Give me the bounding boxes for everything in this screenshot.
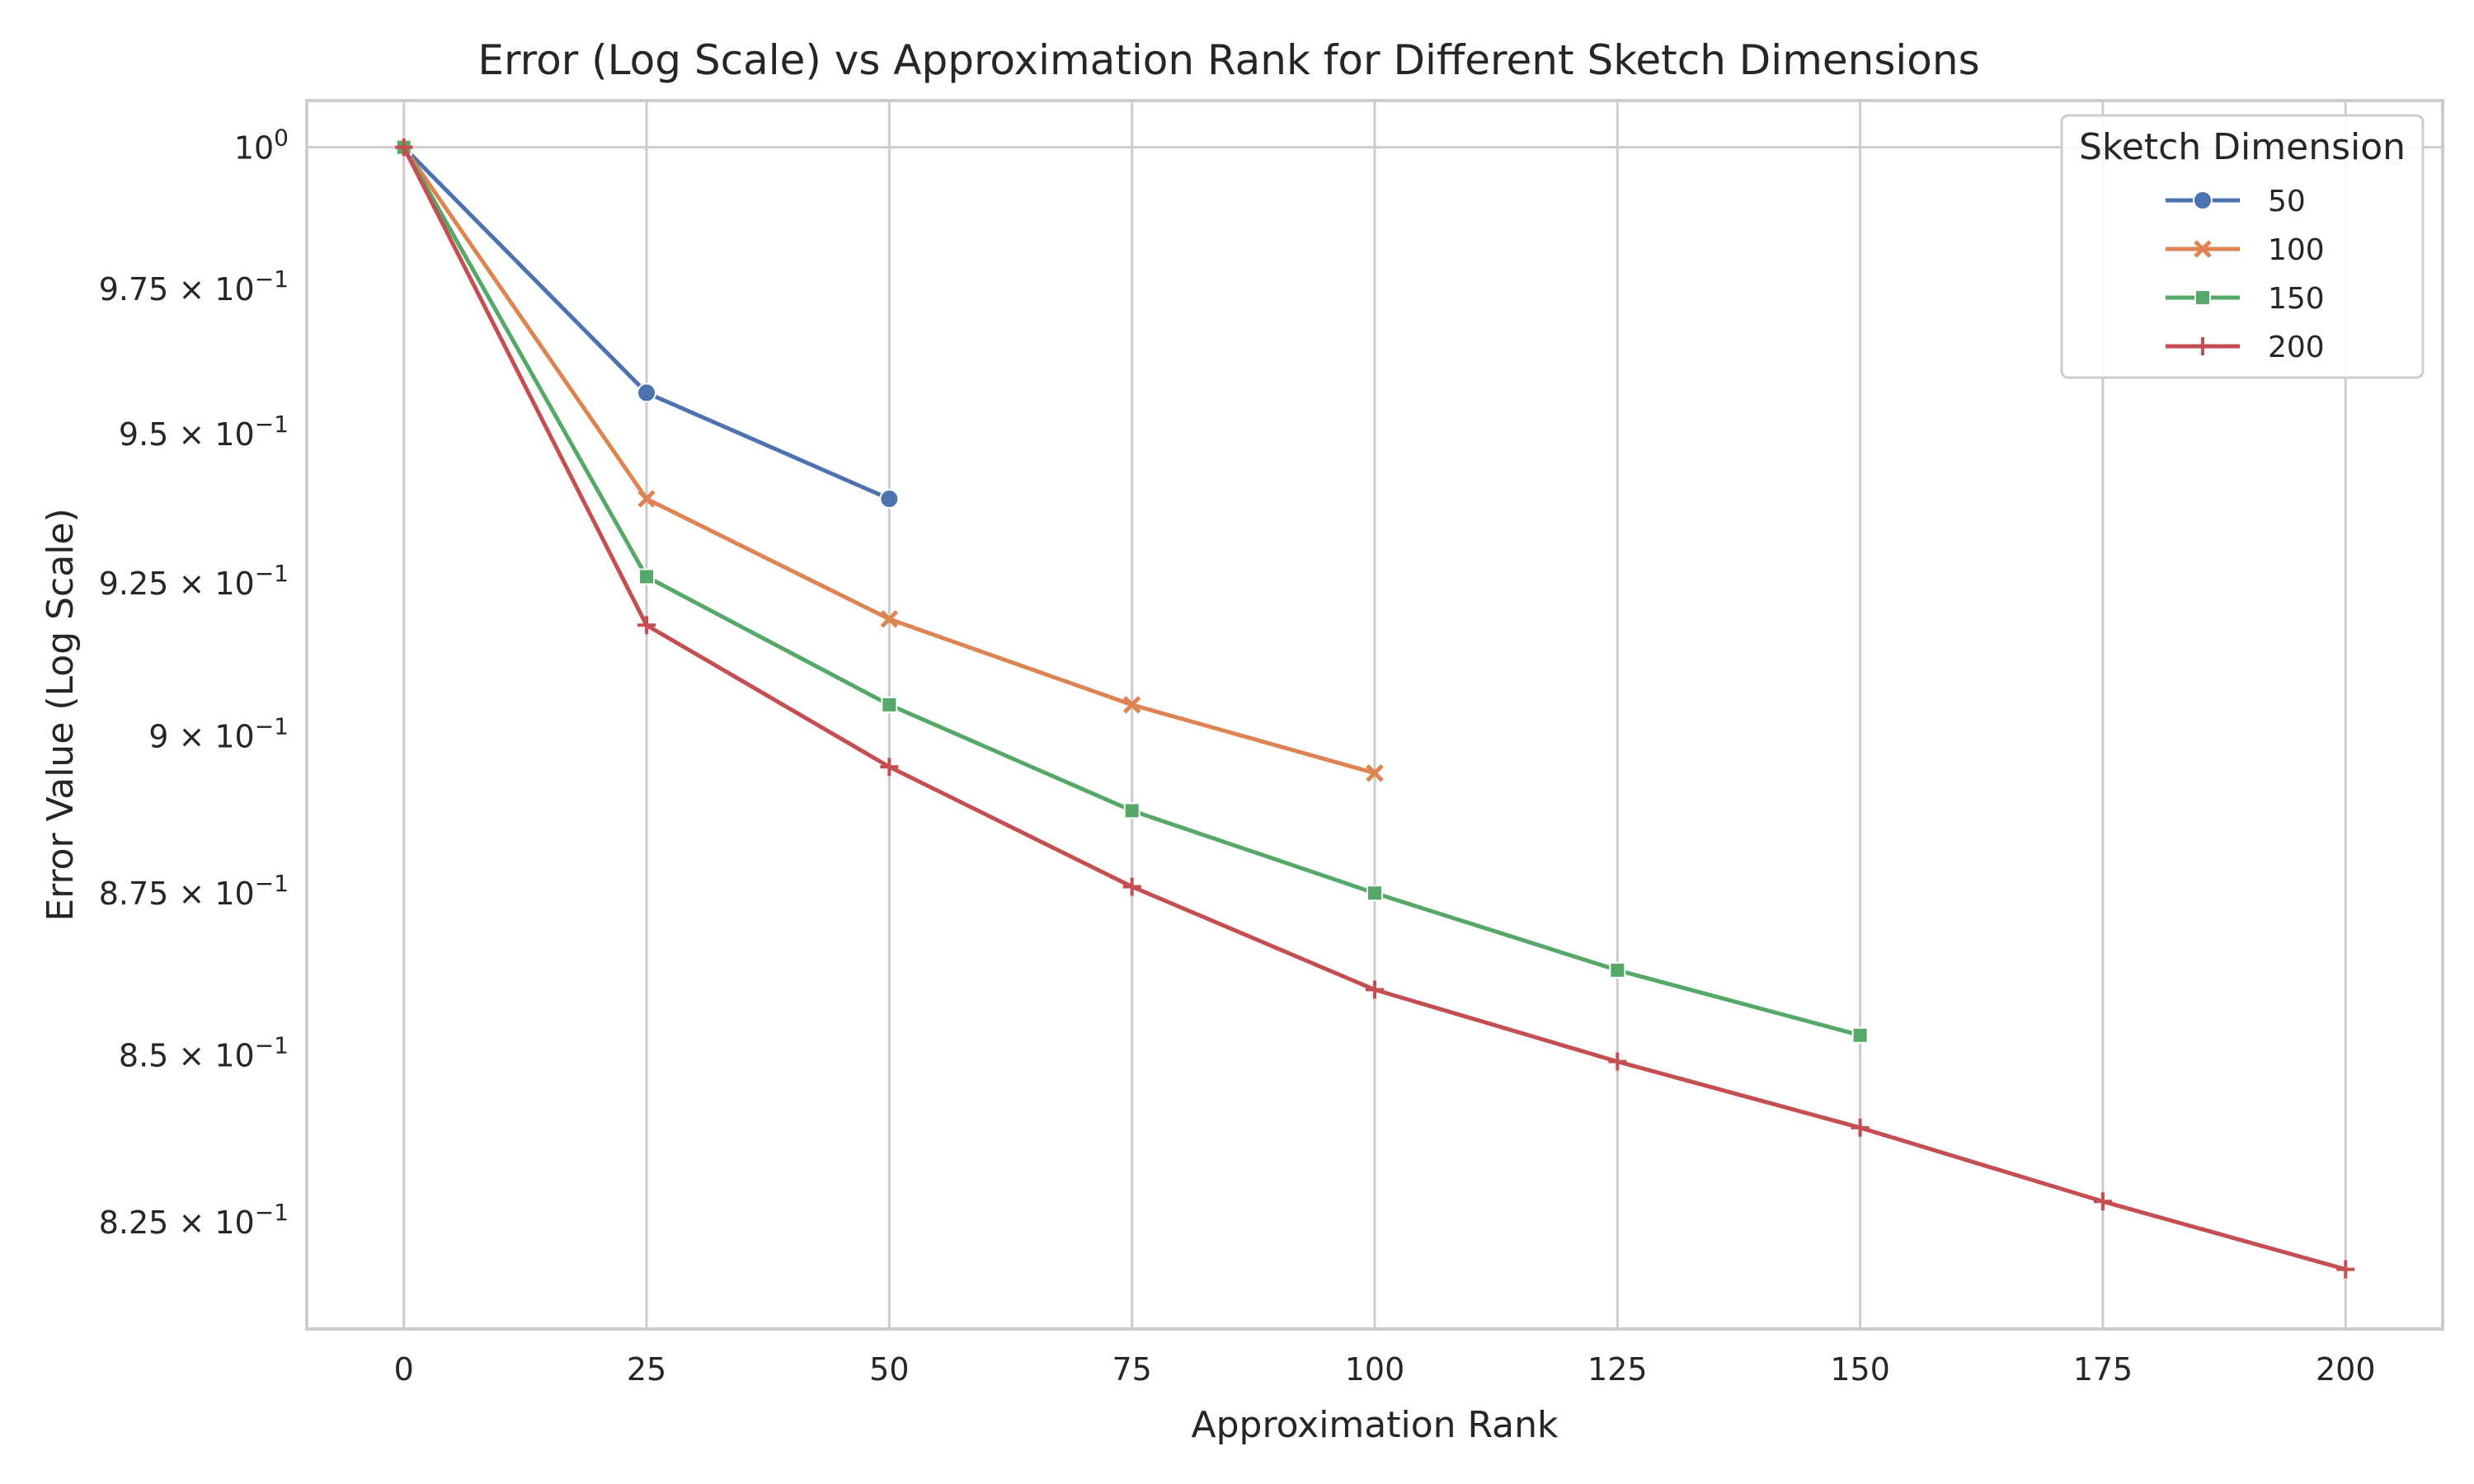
data-point <box>881 696 898 713</box>
y-tick-label: 8.75 × 10−1 <box>99 870 289 912</box>
data-point-stroke <box>1366 763 1384 782</box>
data-point <box>880 610 899 628</box>
legend-marker <box>2193 190 2213 210</box>
y-tick-label: 8.5 × 10−1 <box>119 1032 289 1074</box>
data-point-stroke <box>1122 696 1141 714</box>
data-point <box>1608 1052 1627 1071</box>
plot-frame <box>305 99 2444 1331</box>
x-tick-label: 25 <box>627 1351 666 1388</box>
data-point <box>1851 1118 1870 1137</box>
legend: Sketch Dimension 50 100 150 200 <box>2060 114 2425 379</box>
y-tick-label: 9.5 × 10−1 <box>119 411 289 453</box>
data-point <box>1123 802 1141 819</box>
data-point <box>1851 1026 1869 1044</box>
legend-marker <box>2194 337 2212 355</box>
legend-label: 150 <box>2268 282 2325 316</box>
y-tick-label: 9.25 × 10−1 <box>99 560 289 602</box>
x-tick-label: 175 <box>2073 1351 2133 1388</box>
legend-marker-stroke <box>2194 240 2212 258</box>
x-tick-label: 150 <box>1830 1351 1890 1388</box>
legend-entry-150: 150 <box>2166 282 2325 316</box>
y-axis-label: Error Value (Log Scale) <box>40 508 82 921</box>
x-tick-label: 50 <box>869 1351 909 1388</box>
legend-box <box>2060 114 2425 379</box>
data-point <box>637 490 656 508</box>
legend-label: 50 <box>2268 185 2306 218</box>
x-axis-label: Approximation Rank <box>1192 1404 1559 1446</box>
data-point <box>2093 1192 2112 1211</box>
data-point <box>1609 961 1626 979</box>
data-point-stroke <box>637 490 656 508</box>
data-point <box>638 568 656 585</box>
legend-title: Sketch Dimension <box>2079 126 2406 168</box>
data-point <box>394 138 413 157</box>
data-point <box>1122 877 1141 896</box>
data-point <box>2336 1260 2355 1279</box>
data-point-stroke <box>880 610 899 628</box>
y-tick-label: 100 <box>234 124 289 167</box>
data-point <box>1122 696 1141 714</box>
x-tick-label: 0 <box>394 1351 414 1388</box>
x-tick-label: 125 <box>1587 1351 1648 1388</box>
legend-label: 100 <box>2268 233 2325 267</box>
legend-entry-100: 100 <box>2166 233 2325 267</box>
series-layer <box>393 137 2355 1279</box>
x-tick-label: 200 <box>2316 1351 2376 1388</box>
legend-entry-50: 50 <box>2166 185 2306 218</box>
y-tick-label: 9 × 10−1 <box>148 712 289 754</box>
data-point <box>1366 980 1384 999</box>
series-200 <box>394 138 2355 1279</box>
data-point <box>880 758 899 777</box>
x-tick-label: 75 <box>1112 1351 1152 1388</box>
data-point <box>637 616 656 635</box>
data-point <box>879 489 900 510</box>
legend-entries: 50 100 150 200 <box>2166 185 2325 364</box>
data-point <box>1366 763 1384 782</box>
legend-entry-200: 200 <box>2166 331 2325 364</box>
chart-title: Error (Log Scale) vs Approximation Rank … <box>477 36 1979 84</box>
data-point <box>1366 885 1383 902</box>
data-point <box>637 383 657 403</box>
series-150 <box>395 139 1869 1044</box>
y-tick-label: 9.75 × 10−1 <box>99 265 289 308</box>
tick-labels: 0 25 50 75 100 125 150 175 200 100 9.75 × 10−1 9.5 … <box>99 124 2376 1388</box>
legend-label: 200 <box>2268 331 2325 364</box>
legend-marker <box>2194 240 2212 258</box>
y-tick-label: 8.25 × 10−1 <box>99 1199 289 1241</box>
x-tick-label: 100 <box>1345 1351 1405 1388</box>
legend-marker <box>2194 289 2211 306</box>
